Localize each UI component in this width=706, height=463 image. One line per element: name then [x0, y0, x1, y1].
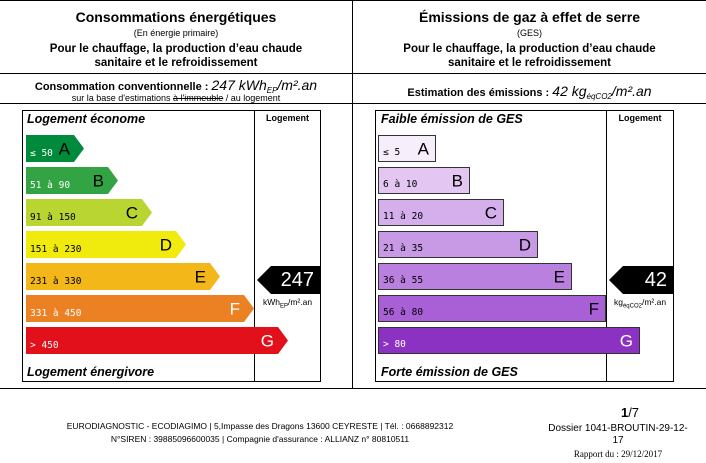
ges-desc-line1: Pour le chauffage, la production d’eau c… [403, 43, 656, 55]
energy-column-header: Logement [265, 113, 309, 123]
basis-suffix: / au logement [223, 93, 281, 103]
header-divider [0, 73, 706, 74]
page-total: /7 [628, 405, 640, 420]
ges-class-bar-b: 6 à 10 B [378, 167, 470, 194]
energy-class-range: 331 à 450 [30, 308, 82, 319]
energy-class-bar-c: 91 à 150 C [26, 199, 152, 226]
energy-summary: Consommation conventionnelle : 247 kWhEP… [0, 77, 352, 95]
energy-class-range: 91 à 150 [30, 212, 76, 223]
summary-divider [0, 103, 706, 104]
ges-class-range: 6 à 10 [383, 179, 418, 190]
footer-company: EURODIAGNOSTIC - ECODIAGIMO | 5,Impasse … [40, 421, 480, 444]
ges-class-letter: A [417, 139, 429, 158]
ges-class-letter: E [553, 267, 565, 286]
energy-value-unit: kWhEP/m².an [262, 297, 313, 310]
energy-class-letter: D [159, 235, 172, 254]
energy-summary-sub: EP [266, 86, 278, 96]
ges-class-range: 11 à 20 [383, 211, 424, 222]
ges-class-letter: C [484, 203, 497, 222]
energy-description: Pour le chauffage, la production d’eau c… [0, 42, 352, 70]
ges-class-bar-f: 56 à 80 F [378, 295, 606, 322]
center-divider [352, 0, 353, 388]
energy-class-bar-a: ≤ 50 A [26, 135, 84, 162]
ges-class-range: > 80 [383, 339, 406, 350]
energy-desc-line1: Pour le chauffage, la production d’eau c… [49, 43, 303, 55]
energy-class-range: > 450 [30, 340, 59, 351]
energy-class-letter: G [260, 331, 274, 350]
ges-subtitle: (GES) [516, 28, 542, 38]
energy-basis: sur la base d'estimations à l'immeuble /… [0, 93, 352, 103]
ges-class-range: 21 à 35 [383, 243, 424, 254]
energy-title: Consommations énergétiques [75, 9, 277, 25]
ges-class-letter: G [619, 331, 633, 350]
energy-bottom-label: Logement énergivore [27, 365, 155, 379]
ges-summary-value: 42 kg [552, 83, 587, 99]
ges-summary: Estimation des émissions : 42 kgéqCO2/m²… [353, 83, 706, 101]
energy-class-range: 231 à 330 [30, 276, 82, 287]
ges-value: 42 [644, 269, 667, 291]
energy-desc-line2: sanitaire et le refroidissement [94, 57, 258, 69]
ges-value-arrow: 42 [609, 266, 673, 294]
ges-class-letter: D [518, 235, 531, 254]
energy-class-bar-d: 151 à 230 D [26, 231, 186, 258]
ges-title: Émissions de gaz à effet de serre [419, 9, 640, 25]
page-number: 1/7 [560, 405, 700, 420]
ges-summary-unit: /m².an [611, 83, 652, 99]
ges-summary-label: Estimation des émissions : [407, 87, 553, 99]
page-current: 1 [620, 405, 629, 420]
energy-class-letter: A [58, 139, 70, 158]
dossier-line2: 17 [612, 435, 624, 446]
energy-class-letter: E [194, 267, 206, 286]
energy-class-range: 151 à 230 [30, 244, 82, 255]
ges-class-bar-a: ≤ 5 A [378, 135, 436, 162]
ges-class-letter: B [451, 171, 463, 190]
energy-class-letter: C [125, 203, 138, 222]
energy-value: 247 [280, 269, 314, 291]
ges-column-header: Logement [618, 113, 662, 123]
energy-summary-label: Consommation conventionnelle : [34, 81, 212, 93]
energy-top-label: Logement économe [27, 112, 146, 126]
ges-summary-sub: éqCO2 [586, 92, 612, 102]
ges-class-letter: F [588, 299, 599, 318]
ges-class-range: 56 à 80 [383, 307, 424, 318]
ges-description: Pour le chauffage, la production d’eau c… [353, 42, 706, 70]
dossier-ref: Dossier 1041-BROUTIN-29-12- 17 [530, 423, 706, 447]
energy-summary-unit: /m².an [277, 77, 318, 93]
basis-prefix: sur la base d'estimations [71, 93, 173, 103]
ges-desc-line2: sanitaire et le refroidissement [448, 57, 611, 69]
ges-value-unit: kgéqCO2/m².an [613, 297, 667, 310]
energy-summary-value: 247 kWh [211, 77, 267, 93]
ges-class-range: ≤ 5 [383, 147, 401, 158]
energy-class-range: ≤ 50 [30, 148, 53, 159]
energy-class-letter: B [92, 171, 104, 190]
energy-logement-column [254, 110, 321, 382]
ges-bottom-label: Forte émission de GES [381, 365, 518, 379]
energy-value-arrow: 247 [257, 266, 320, 294]
energy-class-bar-f: 331 à 450 F [26, 295, 254, 322]
report-date: Rapport du : 29/12/2017 [573, 449, 663, 459]
energy-class-bar-b: 51 à 90 B [26, 167, 118, 194]
ges-logement-column [606, 110, 674, 382]
ges-class-bar-d: 21 à 35 D [378, 231, 538, 258]
energy-subtitle: (En énergie primaire) [133, 28, 219, 38]
top-border [0, 0, 706, 1]
energy-class-range: 51 à 90 [30, 180, 71, 191]
energy-class-bar-e: 231 à 330 E [26, 263, 220, 290]
ges-class-bar-g: > 80 G [378, 327, 640, 354]
dossier-line1: Dossier 1041-BROUTIN-29-12- [548, 423, 688, 434]
basis-struck: à l'immeuble [172, 93, 224, 103]
ges-class-bar-e: 36 à 55 E [378, 263, 572, 290]
footer-company-line2: N°SIREN : 39885096600035 | Compagnie d'a… [110, 434, 410, 444]
footer-company-line1: EURODIAGNOSTIC - ECODIAGIMO | 5,Impasse … [66, 421, 454, 431]
ges-top-label: Faible émission de GES [381, 112, 523, 126]
energy-class-bar-g: > 450 G [26, 327, 288, 354]
energy-class-letter: F [229, 299, 240, 318]
ges-class-bar-c: 11 à 20 C [378, 199, 504, 226]
bottom-border [0, 388, 706, 389]
ges-class-range: 36 à 55 [383, 275, 424, 286]
